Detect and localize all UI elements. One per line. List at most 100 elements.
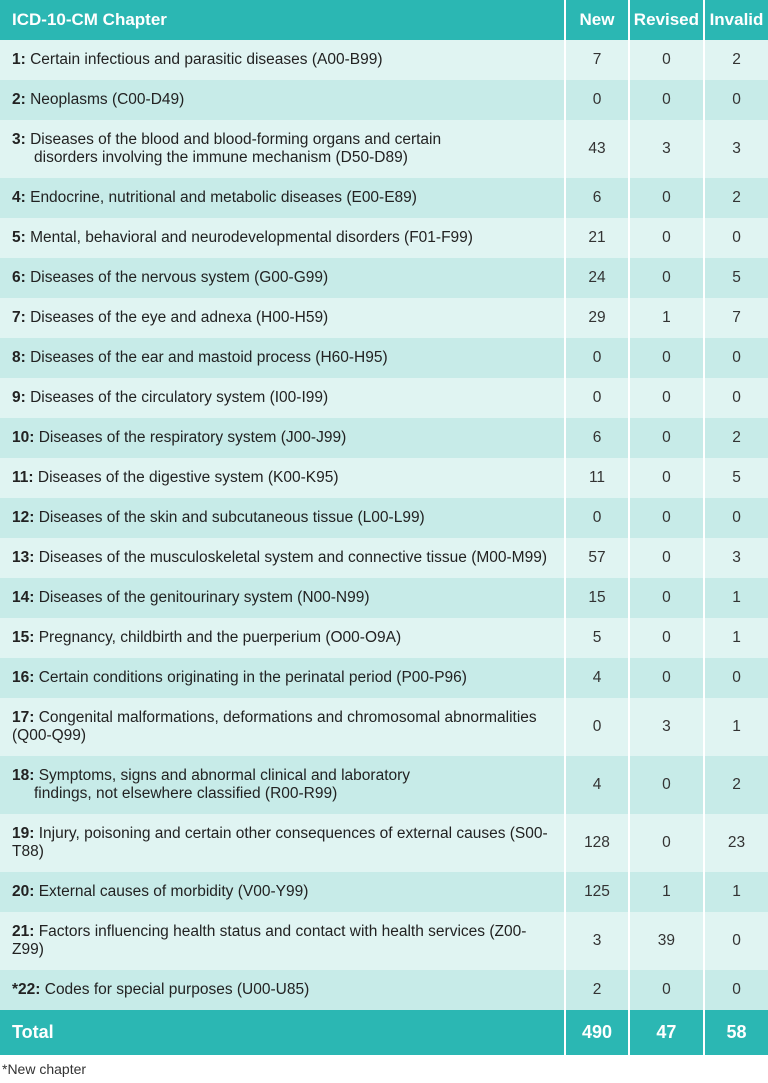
chapter-number: 13: [12,549,34,566]
table-row: 20: External causes of morbidity (V00-Y9… [0,872,768,912]
table-row: *22: Codes for special purposes (U00-U85… [0,970,768,1010]
table-row: 8: Diseases of the ear and mastoid proce… [0,338,768,378]
chapter-number: 19: [12,825,34,842]
cell-new: 7 [565,40,629,80]
chapter-cell: 2: Neoplasms (C00-D49) [0,80,565,120]
chapter-title: Injury, poisoning and certain other cons… [12,825,548,860]
chapter-number: 12: [12,509,34,526]
table-row: 17: Congenital malformations, deformatio… [0,698,768,756]
chapter-cell: 11: Diseases of the digestive system (K0… [0,458,565,498]
chapter-title: Diseases of the nervous system (G00-G99) [26,269,328,286]
chapter-number: 3: [12,131,26,148]
chapter-title: Diseases of the respiratory system (J00-… [34,429,346,446]
table-row: 14: Diseases of the genitourinary system… [0,578,768,618]
cell-revised: 0 [629,378,704,418]
chapter-title: Diseases of the eye and adnexa (H00-H59) [26,309,328,326]
cell-invalid: 0 [704,970,768,1010]
cell-invalid: 2 [704,178,768,218]
chapter-title: Codes for special purposes (U00-U85) [40,981,309,998]
chapter-number: 20: [12,883,34,900]
chapter-title: Diseases of the genitourinary system (N0… [34,589,369,606]
chapter-title: Diseases of the skin and subcutaneous ti… [34,509,424,526]
cell-new: 24 [565,258,629,298]
cell-invalid: 3 [704,538,768,578]
cell-new: 21 [565,218,629,258]
chapter-title: Pregnancy, childbirth and the puerperium… [34,629,401,646]
cell-revised: 1 [629,872,704,912]
cell-revised: 0 [629,578,704,618]
cell-new: 6 [565,418,629,458]
cell-revised: 0 [629,458,704,498]
table-row: 1: Certain infectious and parasitic dise… [0,40,768,80]
chapter-title-line2: disorders involving the immune mechanism… [12,149,552,167]
cell-invalid: 0 [704,80,768,120]
cell-revised: 3 [629,120,704,178]
cell-new: 2 [565,970,629,1010]
chapter-number: 16: [12,669,34,686]
chapter-title: Diseases of the digestive system (K00-K9… [34,469,339,486]
cell-revised: 39 [629,912,704,970]
cell-new: 4 [565,658,629,698]
chapter-number: 5: [12,229,26,246]
chapter-number: 8: [12,349,26,366]
table-row: 19: Injury, poisoning and certain other … [0,814,768,872]
chapter-cell: 16: Certain conditions originating in th… [0,658,565,698]
cell-new: 11 [565,458,629,498]
cell-invalid: 5 [704,458,768,498]
chapter-cell: 12: Diseases of the skin and subcutaneou… [0,498,565,538]
total-row: Total 490 47 58 [0,1010,768,1055]
chapter-title: Congenital malformations, deformations a… [12,709,537,744]
cell-revised: 0 [629,418,704,458]
cell-invalid: 2 [704,40,768,80]
cell-new: 4 [565,756,629,814]
chapter-title: Diseases of the musculoskeletal system a… [34,549,547,566]
chapter-number: 7: [12,309,26,326]
chapter-title: Certain conditions originating in the pe… [34,669,467,686]
cell-revised: 0 [629,538,704,578]
chapter-title-line2: findings, not elsewhere classified (R00-… [12,785,552,803]
cell-invalid: 2 [704,418,768,458]
chapter-number: 15: [12,629,34,646]
chapter-title: Diseases of the blood and blood-forming … [26,131,441,148]
chapter-title: Diseases of the ear and mastoid process … [26,349,388,366]
col-header-revised: Revised [629,0,704,40]
chapter-cell: 10: Diseases of the respiratory system (… [0,418,565,458]
cell-invalid: 0 [704,218,768,258]
cell-revised: 0 [629,618,704,658]
cell-invalid: 0 [704,912,768,970]
cell-revised: 0 [629,498,704,538]
cell-invalid: 23 [704,814,768,872]
chapter-number: 18: [12,767,34,784]
total-invalid: 58 [704,1010,768,1055]
total-revised: 47 [629,1010,704,1055]
chapter-title: Factors influencing health status and co… [12,923,526,958]
chapter-number: 1: [12,51,26,68]
icd10-chapter-table: ICD-10-CM Chapter New Revised Invalid 1:… [0,0,768,1055]
chapter-cell: 19: Injury, poisoning and certain other … [0,814,565,872]
cell-invalid: 0 [704,498,768,538]
chapter-number: 14: [12,589,34,606]
cell-new: 0 [565,498,629,538]
cell-new: 3 [565,912,629,970]
chapter-cell: 18: Symptoms, signs and abnormal clinica… [0,756,565,814]
cell-invalid: 0 [704,338,768,378]
cell-new: 5 [565,618,629,658]
chapter-title: Neoplasms (C00-D49) [26,91,185,108]
chapter-cell: 6: Diseases of the nervous system (G00-G… [0,258,565,298]
cell-new: 0 [565,698,629,756]
cell-invalid: 7 [704,298,768,338]
table-row: 6: Diseases of the nervous system (G00-G… [0,258,768,298]
cell-new: 43 [565,120,629,178]
col-header-invalid: Invalid [704,0,768,40]
chapter-title: Certain infectious and parasitic disease… [26,51,383,68]
chapter-cell: 4: Endocrine, nutritional and metabolic … [0,178,565,218]
cell-new: 6 [565,178,629,218]
table-row: 16: Certain conditions originating in th… [0,658,768,698]
chapter-cell: 3: Diseases of the blood and blood-formi… [0,120,565,178]
chapter-number: 2: [12,91,26,108]
table-row: 4: Endocrine, nutritional and metabolic … [0,178,768,218]
cell-invalid: 5 [704,258,768,298]
chapter-number: 4: [12,189,26,206]
chapter-cell: 8: Diseases of the ear and mastoid proce… [0,338,565,378]
chapter-cell: 14: Diseases of the genitourinary system… [0,578,565,618]
